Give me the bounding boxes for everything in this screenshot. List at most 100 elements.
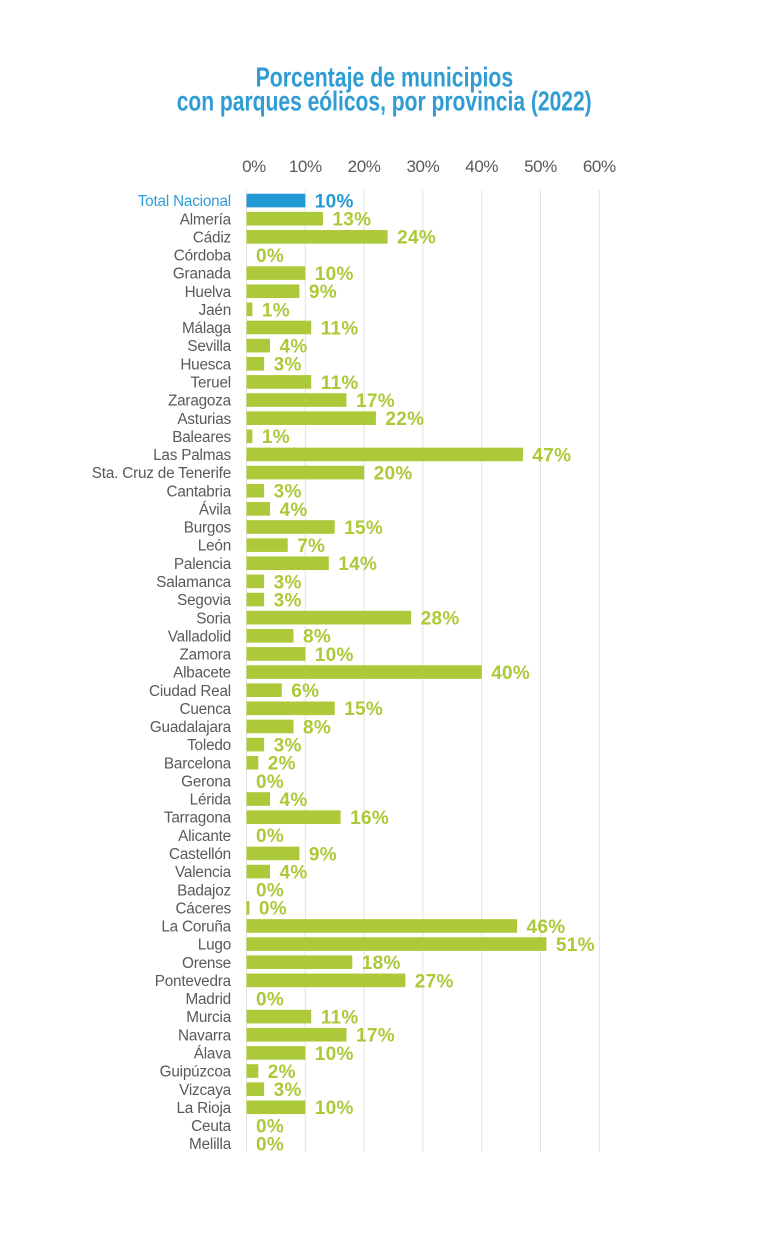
svg-text:Salamanca: Salamanca [156, 574, 231, 591]
svg-text:1%: 1% [262, 427, 290, 448]
svg-text:3%: 3% [274, 1080, 302, 1101]
svg-text:Navarra: Navarra [178, 1027, 232, 1044]
svg-text:Vizcaya: Vizcaya [179, 1082, 232, 1099]
svg-text:Orense: Orense [182, 955, 231, 972]
svg-text:Cáceres: Cáceres [175, 900, 231, 917]
svg-text:10%: 10% [315, 1044, 354, 1065]
svg-text:Granada: Granada [173, 266, 232, 283]
svg-text:4%: 4% [280, 790, 308, 811]
svg-text:Cádiz: Cádiz [193, 229, 231, 246]
svg-text:La Coruña: La Coruña [161, 919, 231, 936]
svg-text:20%: 20% [374, 463, 413, 484]
svg-text:0%: 0% [256, 772, 284, 793]
svg-text:4%: 4% [280, 500, 308, 521]
svg-text:La Rioja: La Rioja [176, 1100, 231, 1117]
svg-text:Baleares: Baleares [172, 429, 231, 446]
svg-text:13%: 13% [332, 210, 371, 231]
svg-text:0%: 0% [259, 899, 287, 920]
svg-text:0%: 0% [256, 246, 284, 267]
svg-text:León: León [198, 538, 231, 555]
svg-text:4%: 4% [280, 862, 308, 883]
svg-text:Palencia: Palencia [174, 556, 232, 573]
svg-text:Castellón: Castellón [169, 846, 231, 863]
svg-text:0%: 0% [256, 826, 284, 847]
svg-text:9%: 9% [309, 282, 337, 303]
svg-text:11%: 11% [321, 318, 359, 339]
svg-text:10%: 10% [315, 264, 354, 285]
svg-text:Zamora: Zamora [179, 647, 231, 664]
svg-text:17%: 17% [356, 391, 395, 412]
svg-text:47%: 47% [532, 445, 571, 466]
svg-text:30%: 30% [406, 157, 439, 176]
svg-text:3%: 3% [274, 572, 302, 593]
svg-text:20%: 20% [348, 157, 381, 176]
svg-text:Lérida: Lérida [190, 792, 232, 809]
svg-text:3%: 3% [274, 736, 302, 757]
svg-text:Pontevedra: Pontevedra [155, 973, 232, 990]
svg-text:22%: 22% [385, 409, 424, 430]
svg-text:0%: 0% [256, 1116, 284, 1137]
svg-text:Toledo: Toledo [187, 737, 231, 754]
svg-text:40%: 40% [491, 663, 530, 684]
svg-text:0%: 0% [242, 157, 266, 176]
svg-text:3%: 3% [274, 590, 302, 611]
svg-text:Lugo: Lugo [198, 937, 231, 954]
svg-text:Barcelona: Barcelona [164, 755, 232, 772]
svg-text:17%: 17% [356, 1026, 395, 1047]
svg-text:10%: 10% [315, 645, 354, 666]
svg-text:0%: 0% [256, 989, 284, 1010]
svg-text:Alicante: Alicante [178, 828, 231, 845]
svg-text:Madrid: Madrid [185, 991, 231, 1008]
svg-text:Almería: Almería [180, 211, 232, 228]
svg-text:Murcia: Murcia [186, 1009, 231, 1026]
svg-text:Burgos: Burgos [184, 520, 232, 537]
svg-text:27%: 27% [415, 971, 454, 992]
svg-text:Melilla: Melilla [189, 1136, 232, 1153]
svg-text:Zaragoza: Zaragoza [168, 393, 232, 410]
svg-text:Ciudad Real: Ciudad Real [149, 683, 231, 700]
svg-text:8%: 8% [303, 717, 331, 738]
svg-text:3%: 3% [274, 482, 302, 503]
svg-text:Asturias: Asturias [177, 411, 231, 428]
svg-text:0%: 0% [256, 881, 284, 902]
svg-text:Gerona: Gerona [181, 773, 232, 790]
svg-text:7%: 7% [297, 536, 325, 557]
svg-text:Jaén: Jaén [199, 302, 231, 319]
svg-text:8%: 8% [303, 627, 331, 648]
svg-text:2%: 2% [268, 1062, 296, 1083]
svg-text:11%: 11% [321, 1008, 359, 1029]
svg-text:Segovia: Segovia [177, 592, 232, 609]
svg-text:Sevilla: Sevilla [187, 338, 231, 355]
svg-text:Málaga: Málaga [182, 320, 232, 337]
svg-text:Sta. Cruz de Tenerife: Sta. Cruz de Tenerife [92, 465, 231, 482]
svg-text:Ceuta: Ceuta [191, 1118, 232, 1135]
svg-text:Soria: Soria [196, 610, 231, 627]
svg-text:4%: 4% [280, 337, 308, 358]
svg-text:Cantabria: Cantabria [166, 483, 231, 500]
svg-text:Albacete: Albacete [173, 665, 231, 682]
svg-text:1%: 1% [262, 300, 290, 321]
svg-text:Badajoz: Badajoz [177, 882, 231, 899]
svg-text:Valladolid: Valladolid [168, 628, 231, 645]
svg-text:Tarragona: Tarragona [164, 810, 232, 827]
svg-text:Porcentaje de municipios: Porcentaje de municipios [256, 61, 514, 92]
svg-text:15%: 15% [344, 699, 383, 720]
svg-text:46%: 46% [527, 917, 566, 938]
svg-text:24%: 24% [397, 228, 436, 249]
svg-text:Las Palmas: Las Palmas [153, 447, 231, 464]
svg-text:Teruel: Teruel [191, 375, 231, 392]
svg-text:Guadalajara: Guadalajara [150, 719, 232, 736]
svg-text:con parques eólicos, por provi: con parques eólicos, por provincia (2022… [177, 85, 592, 116]
svg-text:2%: 2% [268, 754, 296, 775]
svg-text:60%: 60% [583, 157, 616, 176]
svg-text:3%: 3% [274, 355, 302, 376]
svg-text:11%: 11% [321, 373, 359, 394]
svg-text:10%: 10% [315, 1098, 354, 1119]
svg-text:Guipúzcoa: Guipúzcoa [160, 1064, 232, 1081]
svg-text:Cuenca: Cuenca [179, 701, 231, 718]
svg-text:Valencia: Valencia [175, 864, 232, 881]
svg-text:51%: 51% [556, 935, 595, 956]
svg-text:Ávila: Ávila [199, 501, 232, 518]
svg-text:18%: 18% [362, 953, 401, 974]
svg-text:10%: 10% [289, 157, 322, 176]
